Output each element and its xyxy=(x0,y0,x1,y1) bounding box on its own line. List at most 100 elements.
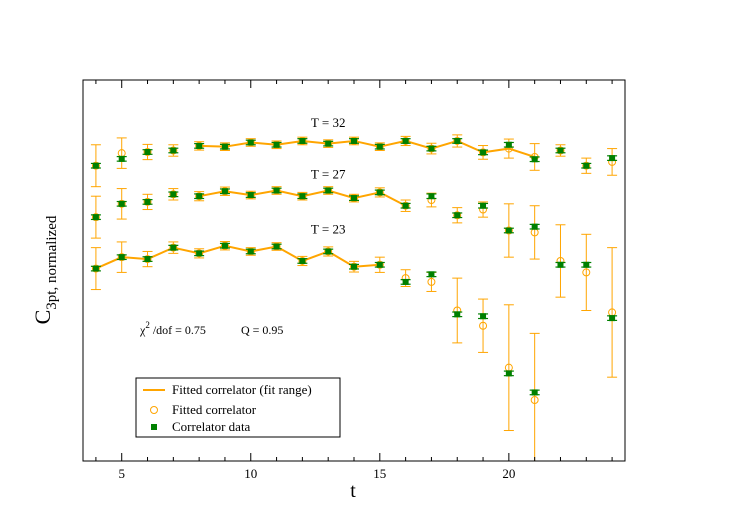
x-tick-label: 20 xyxy=(502,466,515,481)
fit-point xyxy=(427,277,436,286)
fit-point xyxy=(246,138,255,147)
fit-point xyxy=(453,211,462,220)
fit-point xyxy=(272,186,281,195)
fit-point xyxy=(375,188,384,197)
y-axis-label-main: C xyxy=(30,310,55,325)
data-point xyxy=(273,187,280,194)
chi-value: /dof = 0.75 xyxy=(150,323,206,337)
fit-point xyxy=(272,140,281,149)
data-point xyxy=(428,271,435,278)
data-point xyxy=(299,137,306,144)
data-point xyxy=(196,142,203,149)
fit-point xyxy=(453,136,462,145)
series-label-t-32: T = 32 xyxy=(311,115,346,130)
data-point xyxy=(351,137,357,144)
data-point xyxy=(402,137,409,144)
data-point xyxy=(505,227,512,234)
data-point xyxy=(480,202,487,209)
x-tick-label: 10 xyxy=(244,466,257,481)
data-point xyxy=(557,147,564,154)
fit-point xyxy=(143,148,152,157)
fit-point xyxy=(143,197,152,206)
fit-point xyxy=(117,253,126,262)
chi-square-annotation: χ2 /dof = 0.75 xyxy=(139,320,206,337)
data-point xyxy=(454,137,461,144)
legend: Fitted correlator (fit range) Fitted cor… xyxy=(135,377,341,438)
fit-point xyxy=(504,226,513,235)
fit-point xyxy=(298,136,307,145)
data-point xyxy=(480,149,487,156)
data-point xyxy=(273,141,280,148)
fit-point xyxy=(556,146,565,155)
series-labels: T = 32 T = 27 T = 23 xyxy=(311,115,346,237)
y-axis-label: C3pt, normalized xyxy=(30,215,60,324)
data-point xyxy=(196,250,203,257)
data-point xyxy=(144,256,151,263)
fit-point xyxy=(324,247,333,256)
data-point xyxy=(402,202,409,209)
x-axis-label: t xyxy=(350,480,356,502)
data-point xyxy=(273,243,280,250)
data-point xyxy=(299,193,306,200)
data-point xyxy=(221,143,228,150)
fit-point xyxy=(350,136,358,145)
chart-marks xyxy=(90,134,618,461)
fit-point xyxy=(220,142,229,151)
fit-point xyxy=(246,191,255,200)
series-t-32 xyxy=(90,134,618,188)
data-point xyxy=(221,242,228,249)
data-point xyxy=(454,311,461,318)
data-point xyxy=(170,244,177,251)
data-point xyxy=(505,370,512,377)
data-point xyxy=(531,156,538,163)
fit-point xyxy=(324,139,333,148)
chi-superscript: 2 xyxy=(145,320,150,330)
data-point xyxy=(505,141,512,148)
data-point xyxy=(170,147,177,154)
data-point xyxy=(247,192,254,199)
data-point xyxy=(376,143,383,150)
data-point xyxy=(557,261,564,268)
data-point xyxy=(144,198,151,205)
fit-point xyxy=(350,262,358,271)
legend-circle-swatch xyxy=(150,406,158,414)
data-point xyxy=(325,248,332,255)
fit-point xyxy=(117,199,126,208)
data-point xyxy=(92,162,99,169)
fit-point xyxy=(479,321,488,330)
series-t-27 xyxy=(90,186,618,378)
fit-point xyxy=(220,187,229,196)
series-label-t-27: T = 27 xyxy=(311,167,346,182)
fit-point xyxy=(169,243,178,252)
fit-point xyxy=(169,190,178,199)
fit-point xyxy=(479,148,488,157)
fit-point xyxy=(375,142,384,151)
data-point xyxy=(583,162,590,169)
data-point xyxy=(118,254,125,261)
fit-point xyxy=(220,241,229,250)
fit-point xyxy=(582,161,591,170)
fit-point xyxy=(350,194,358,203)
fit-point xyxy=(324,186,333,195)
data-point xyxy=(376,261,383,268)
y-axis-label-group: C3pt, normalized xyxy=(30,215,60,324)
fit-point xyxy=(143,255,152,264)
fit-point xyxy=(195,249,204,258)
data-point xyxy=(454,212,461,219)
data-point xyxy=(92,265,99,272)
fit-point xyxy=(91,213,100,222)
data-point xyxy=(170,191,177,198)
data-point xyxy=(196,193,203,200)
fit-point xyxy=(298,256,307,265)
legend-box xyxy=(135,377,341,438)
legend-label-data: Correlator data xyxy=(172,419,251,434)
data-point xyxy=(531,389,538,396)
fit-point xyxy=(427,144,436,153)
data-point xyxy=(609,155,616,162)
x-axis-ticks: 5 10 15 20 xyxy=(95,80,613,481)
data-point xyxy=(402,278,409,285)
data-point xyxy=(221,188,228,195)
fit-point xyxy=(375,260,384,269)
data-point xyxy=(351,263,357,270)
